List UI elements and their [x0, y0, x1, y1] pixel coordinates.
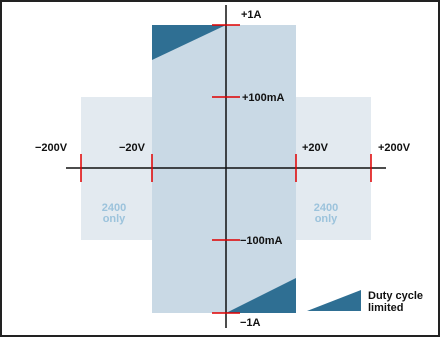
legend-line2: limited — [368, 302, 403, 314]
legend-line1: Duty cycle — [368, 290, 423, 302]
note-left-2400: 2400 — [102, 202, 126, 214]
legend-swatch-triangle — [307, 290, 361, 311]
label-neg-100ma: −100mA — [240, 235, 283, 247]
label-neg-20v: −20V — [119, 142, 146, 154]
duty-cycle-bottom-triangle — [226, 278, 296, 313]
duty-cycle-top-triangle — [152, 25, 226, 60]
label-pos-100ma: +100mA — [242, 92, 285, 104]
label-pos-20v: +20V — [302, 142, 329, 154]
note-right-2400: 2400 — [314, 202, 338, 214]
note-right-only: only — [315, 213, 338, 225]
label-pos-1a: +1A — [241, 9, 262, 21]
inner-region — [152, 25, 296, 313]
label-pos-200v: +200V — [378, 142, 411, 154]
note-left-only: only — [103, 213, 126, 225]
label-neg-1a: −1A — [240, 317, 261, 329]
label-neg-200v: −200V — [35, 142, 68, 154]
